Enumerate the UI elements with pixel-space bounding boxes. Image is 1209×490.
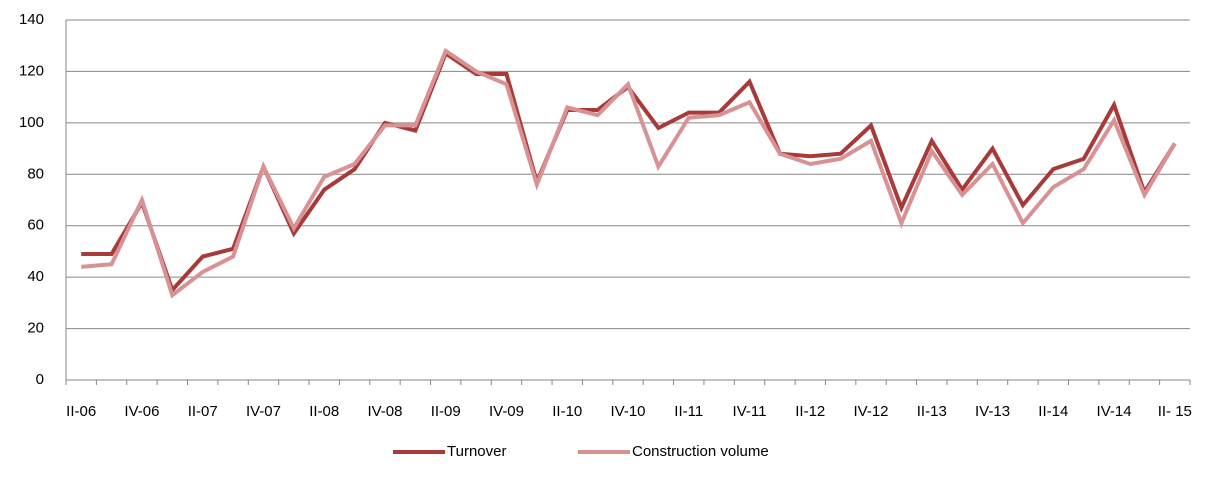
data-line [81, 47, 1177, 299]
y-tick-label: 40 [27, 268, 44, 285]
legend-label: Construction volume [632, 443, 769, 460]
x-tick-label: IV-14 [1097, 403, 1132, 420]
x-tick-label: II-06 [66, 403, 96, 420]
x-tick-label: IV-09 [489, 403, 524, 420]
y-tick-label: 20 [27, 320, 44, 337]
x-tick-label: II-12 [795, 403, 825, 420]
y-tick-label: 60 [27, 217, 44, 234]
x-tick-label: II-08 [309, 403, 339, 420]
x-tick-label: II-13 [917, 403, 947, 420]
x-tick-label: IV-13 [975, 403, 1010, 420]
y-tick-label: 100 [19, 114, 44, 131]
y-tick-label: 0 [36, 371, 44, 388]
x-tick-label: II-11 [674, 403, 703, 420]
y-tick-label: 120 [19, 62, 44, 79]
x-tick-label: IV-07 [246, 403, 281, 420]
legend-label: Turnover [447, 443, 506, 460]
x-tick-label: IV-12 [854, 403, 889, 420]
x-tick-label: II- 15 [1158, 403, 1192, 420]
x-tick-label: IV-08 [367, 403, 402, 420]
x-tick-label: II-10 [552, 403, 582, 420]
x-tick-label: IV-10 [610, 403, 645, 420]
y-tick-label: 80 [27, 165, 44, 182]
x-tick-label: IV-11 [733, 403, 767, 420]
x-tick-label: IV-06 [124, 403, 159, 420]
x-tick-label: II-07 [188, 403, 218, 420]
x-tick-label: II-09 [431, 403, 461, 420]
x-tick-label: II-14 [1038, 403, 1068, 420]
y-tick-label: 140 [19, 11, 44, 28]
